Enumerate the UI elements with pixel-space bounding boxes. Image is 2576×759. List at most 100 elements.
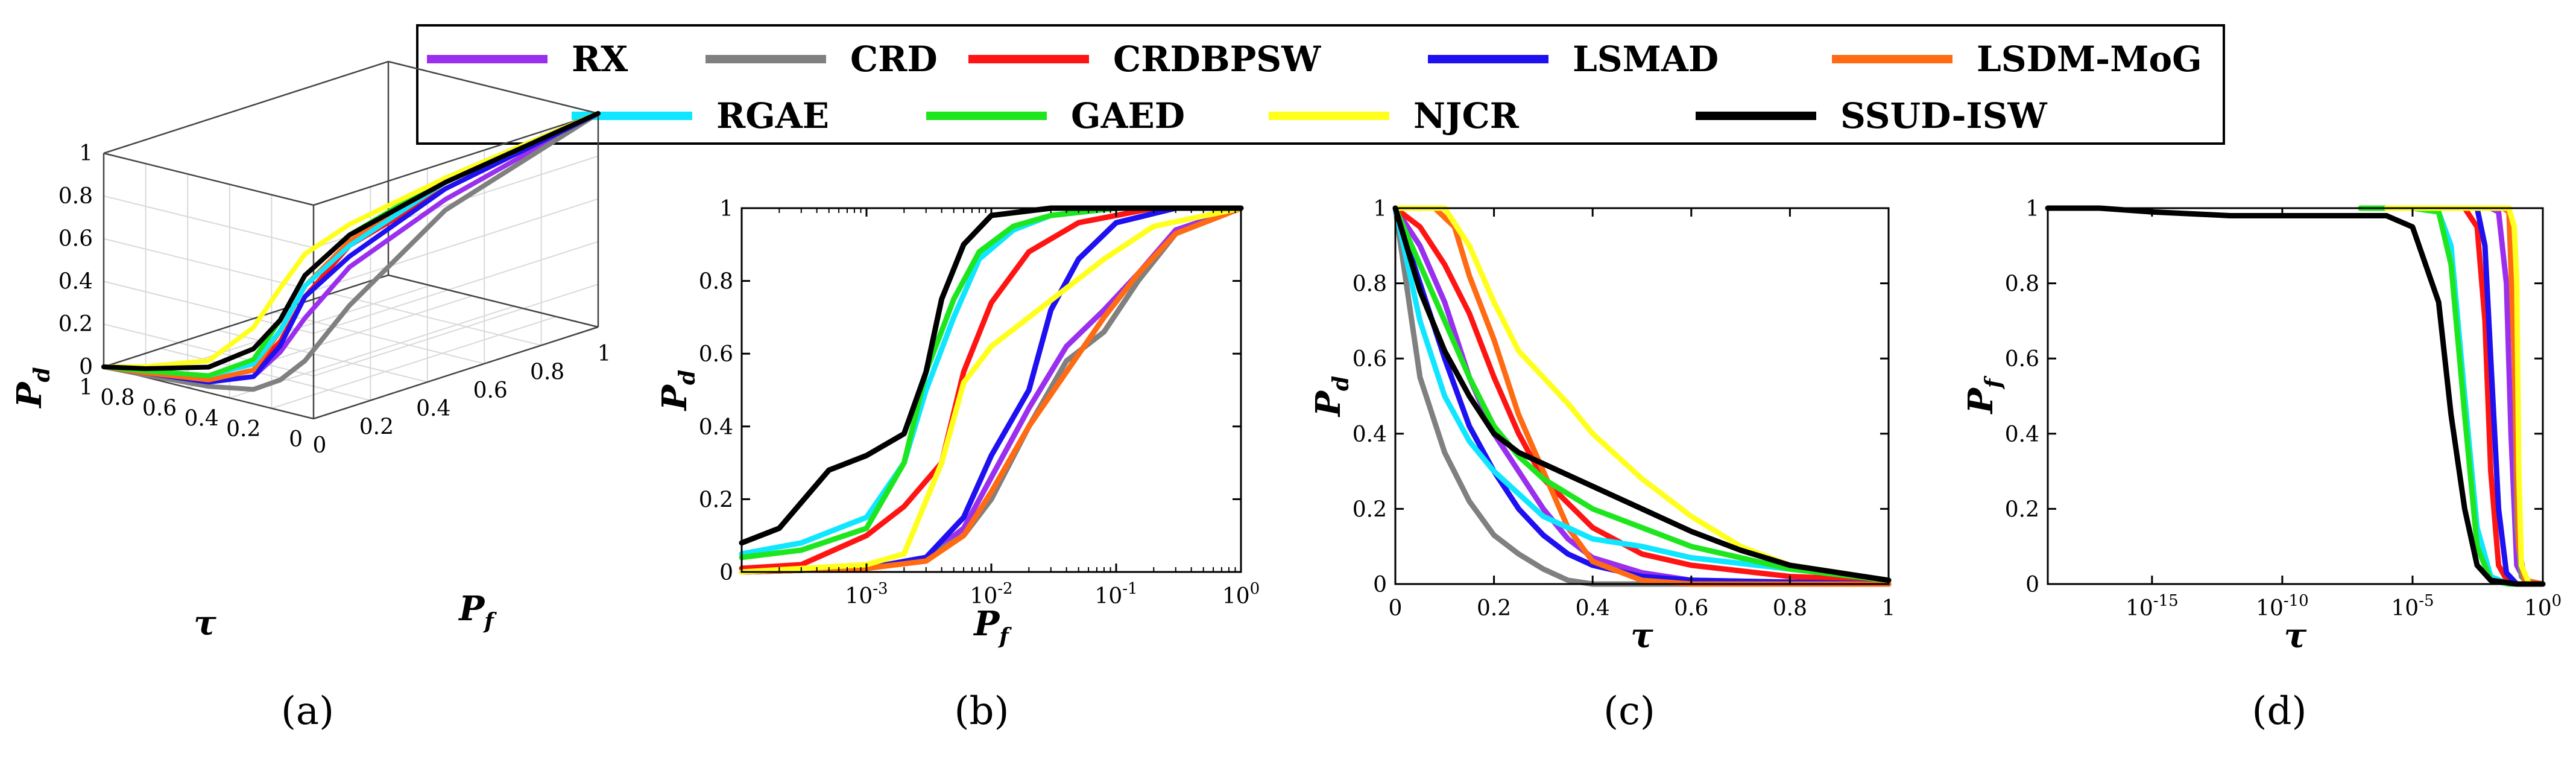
z-tick-label: 1 xyxy=(79,141,93,166)
legend-label-njcr: NJCR xyxy=(1413,95,1520,136)
x-tick-label: 100 xyxy=(1222,580,1260,609)
pf-tick-label: 0.4 xyxy=(416,396,450,421)
panel-label-b: (b) xyxy=(955,689,1009,734)
tau-axis-title: τ xyxy=(194,603,216,643)
series-line-crd xyxy=(1392,205,1892,587)
x-tick-label: 0.2 xyxy=(1477,596,1511,621)
series-line-lsdm-mog xyxy=(1392,205,1892,587)
grid-line xyxy=(103,195,314,249)
y-tick-label: 0.2 xyxy=(1353,497,1387,522)
y-tick-label: 0 xyxy=(2025,573,2039,597)
legend: RX CRD CRDBPSW LSMAD LSDM-MoG RGAE GAED NJCR SSU… xyxy=(416,24,2225,145)
y-axis-title: Pf xyxy=(1961,375,2006,414)
pf-tick-label: 0 xyxy=(313,433,327,458)
grid-line xyxy=(271,316,557,409)
x-tick-label: 10-2 xyxy=(970,580,1012,609)
box-edge xyxy=(103,274,389,368)
series-line-rgae xyxy=(1392,205,1892,583)
pf-axis-title: Pf xyxy=(458,589,497,634)
tau-tick-label: 0.6 xyxy=(142,396,177,421)
x-axis-title: τ xyxy=(2284,616,2307,656)
grid-line xyxy=(103,238,314,291)
series-line-njcr xyxy=(1392,205,1892,583)
series-line-gaed xyxy=(1392,205,1892,583)
grid-line xyxy=(313,284,599,377)
grid-line xyxy=(160,348,371,401)
y-tick-label: 0.2 xyxy=(2005,497,2039,522)
z-tick-label: 0.6 xyxy=(58,227,93,252)
x-axis-title: Pf xyxy=(973,604,1012,649)
series-line-ssud-isw xyxy=(101,111,601,371)
x-tick-label: 0.6 xyxy=(1674,596,1708,621)
y-tick-label: 0.8 xyxy=(2005,272,2039,297)
box-edge xyxy=(103,152,314,206)
grid-line xyxy=(217,329,428,383)
box-edge xyxy=(313,326,599,420)
y-tick-label: 0.4 xyxy=(2005,422,2039,447)
plot-frame xyxy=(2047,207,2544,585)
legend-box xyxy=(416,24,2225,145)
series-line-ssud-isw xyxy=(1392,205,1892,583)
grid-line xyxy=(313,198,599,291)
y-tick-label: 0.6 xyxy=(699,342,733,367)
y-tick-label: 0.8 xyxy=(1353,272,1387,297)
z-tick-label: 0 xyxy=(79,355,93,380)
legend-label-rx: RX xyxy=(572,39,628,80)
series-line-lsdm-mog xyxy=(739,205,1244,575)
x-tick-label: 10-1 xyxy=(1094,580,1137,609)
grid-line xyxy=(313,241,599,334)
legend-label-gaed: GAED xyxy=(1071,95,1185,136)
x-tick-label: 10-3 xyxy=(845,580,888,609)
x-axis-title: τ xyxy=(1631,616,1653,656)
z-tick-label: 0.8 xyxy=(58,184,93,209)
legend-label-rgae: RGAE xyxy=(716,95,829,136)
y-tick-label: 0 xyxy=(719,561,733,585)
x-tick-label: 100 xyxy=(2524,592,2562,621)
y-tick-label: 0 xyxy=(1373,573,1387,597)
x-tick-label: 1 xyxy=(1882,596,1896,621)
panel-label-a: (a) xyxy=(281,689,334,734)
x-tick-label: 10-15 xyxy=(2126,592,2179,621)
tau-tick-label: 1 xyxy=(79,375,93,400)
grid-line xyxy=(103,323,314,377)
panel-a: 00.20.40.60.811 0.8 0.6 0.4 0.2 0 00.20.40.60.… xyxy=(10,60,611,643)
x-tick-label: 0 xyxy=(1389,596,1403,621)
series-line-crd xyxy=(101,111,601,392)
series-line-ssud-isw xyxy=(2045,205,2546,587)
y-tick-label: 0.6 xyxy=(1353,347,1387,372)
y-axis-title: Pd xyxy=(1309,376,1354,418)
series-line-rx xyxy=(1392,205,1892,587)
legend-label-ssud-isw: SSUD-ISW xyxy=(1840,95,2048,136)
series-line-gaed xyxy=(739,205,1244,561)
tau-tick-label: 0 xyxy=(289,427,303,452)
panel-label-d: (d) xyxy=(2252,689,2307,734)
panel-label-c: (c) xyxy=(1603,689,1655,734)
y-axis-title: Pd xyxy=(655,370,700,411)
panel-c: 0 0.2 0.4 0.6 0.8 1 0 0.2 0.4 0.6 0.8 1 τ Pd xyxy=(1309,197,1895,656)
plot-background xyxy=(742,208,1241,572)
pf-tick-label: 0.6 xyxy=(473,378,508,403)
x-tick-label: 0.8 xyxy=(1773,596,1807,621)
panel-d: 0 0.2 0.4 0.6 0.8 1 10-15 10-10 10-5 100 τ Pf xyxy=(1961,197,2562,656)
series-line-ssud-isw xyxy=(739,205,1244,546)
box-edge xyxy=(388,274,599,328)
pf-tick-label: 0.8 xyxy=(530,360,564,384)
z-axis-title: Pd xyxy=(10,367,55,408)
box-edge xyxy=(388,60,599,115)
series-line-rx xyxy=(101,111,601,385)
grid-line xyxy=(274,311,485,364)
legend-label-lsmad: LSMAD xyxy=(1573,39,1719,80)
legend-label-lsdm-mog: LSDM-MoG xyxy=(1977,39,2202,80)
x-tick-label: 10-5 xyxy=(2391,592,2434,621)
panel-b: 0 0.2 0.4 0.6 0.8 1 10-3 10-2 10-1 100 Pf Pd xyxy=(655,197,1260,649)
plot-frame xyxy=(1394,207,1890,585)
box-edge xyxy=(313,112,599,206)
legend-label-crd: CRD xyxy=(850,39,938,80)
series-line-crdbpsw xyxy=(739,205,1244,571)
y-tick-label: 1 xyxy=(719,197,733,221)
tau-tick-label: 0.2 xyxy=(226,417,260,442)
y-tick-label: 0.4 xyxy=(699,415,733,440)
series-line-njcr xyxy=(739,205,1244,575)
y-tick-label: 1 xyxy=(2025,197,2039,221)
